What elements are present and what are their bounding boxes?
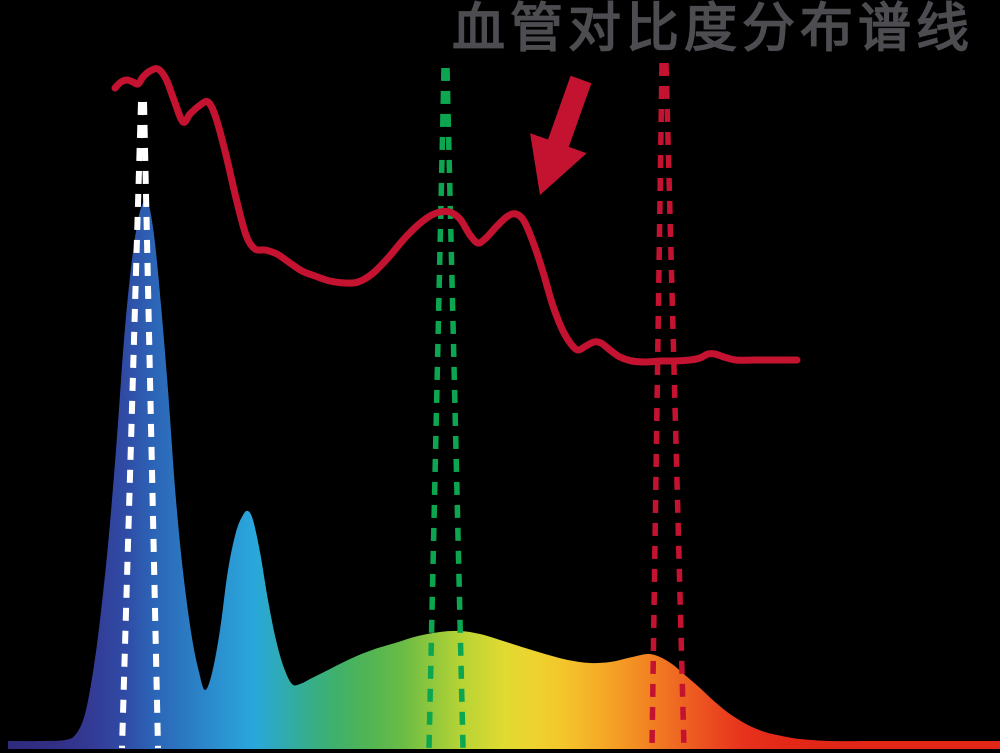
marker-line-red-right xyxy=(663,62,687,749)
chart-title: 血管对比度分布谱线 xyxy=(452,0,974,59)
annotation-arrow-icon xyxy=(530,75,592,195)
marker-line-white-right xyxy=(141,101,161,749)
marker-line-white-left xyxy=(119,101,144,749)
marker-line-red-left xyxy=(649,62,665,749)
spectrum-area xyxy=(8,200,1000,750)
contrast-curve-line xyxy=(111,65,801,366)
